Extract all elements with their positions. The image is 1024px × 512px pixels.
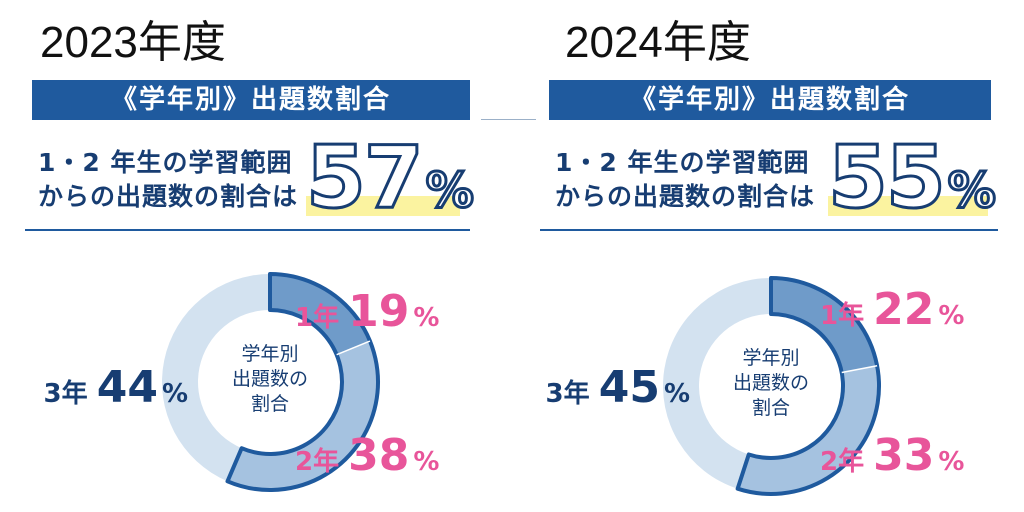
slice-3年 [162, 274, 270, 482]
slice-value: 44 [97, 362, 158, 413]
highlight-bar-2024 [828, 196, 988, 216]
slice-value: 38 [348, 430, 409, 481]
center-label-line: 出題数の [232, 368, 308, 390]
slice-unit: % [413, 447, 439, 477]
slice-1年 [771, 278, 878, 373]
slice-label-2年: 2年 38% [295, 430, 439, 481]
ratio-unit: % [424, 162, 475, 221]
slice-unit: % [162, 379, 188, 409]
center-label-line: 学年別 [241, 343, 298, 365]
highlight-bar-2023 [306, 196, 460, 216]
slice-outline [735, 276, 881, 496]
slice-unit: % [413, 303, 439, 333]
slice-3年 [663, 278, 771, 489]
description-2024: 1・2 年生の学習範囲 からの出題数の割合は [555, 146, 815, 214]
center-label-line: 割合 [251, 393, 289, 415]
ratio-number: 55 [827, 127, 948, 230]
slice-unit: % [664, 379, 690, 409]
description-line1: 1・2 年生の学習範囲 [38, 148, 293, 177]
slice-unit: % [938, 447, 964, 477]
center-label: 学年別出題数の割合 [733, 347, 809, 419]
ratio-value-2023: 57% [305, 127, 476, 230]
slice-separator [336, 340, 371, 356]
slice-value: 45 [599, 362, 660, 413]
slice-category: 1年 [820, 300, 873, 331]
banner-2024: 《学年別》出題数割合 [549, 80, 991, 120]
slice-category: 1年 [295, 302, 348, 333]
slice-value: 22 [873, 284, 934, 335]
slice-label-3年: 3年 44% [44, 362, 188, 413]
banner-2023: 《学年別》出題数割合 [32, 80, 470, 120]
description-line1: 1・2 年生の学習範囲 [555, 148, 810, 177]
slice-label-1年: 1年 22% [820, 284, 964, 335]
slice-unit: % [938, 301, 964, 331]
ratio-unit: % [946, 162, 997, 221]
ratio-value-2024: 55% [827, 127, 998, 230]
center-label-line: 学年別 [742, 347, 799, 369]
description-2023: 1・2 年生の学習範囲 からの出題数の割合は [38, 146, 298, 214]
slice-value: 33 [873, 430, 934, 481]
slice-separator [841, 365, 878, 374]
slice-category: 2年 [295, 446, 348, 477]
slice-label-3年: 3年 45% [546, 362, 690, 413]
year-title-2023: 2023年度 [40, 18, 226, 67]
slice-1年 [270, 274, 370, 355]
ratio-number: 57 [305, 127, 426, 230]
divider-2023 [25, 229, 470, 231]
slice-category: 3年 [546, 378, 599, 409]
slice-outline [225, 272, 380, 492]
slice-category: 2年 [820, 446, 873, 477]
description-line2: からの出題数の割合は [555, 182, 816, 211]
center-label: 学年別出題数の割合 [232, 343, 308, 415]
slice-value: 19 [348, 286, 409, 337]
description-line2: からの出題数の割合は [38, 182, 299, 211]
slice-label-1年: 1年 19% [295, 286, 439, 337]
slice-category: 3年 [44, 378, 97, 409]
center-label-line: 出題数の [733, 372, 809, 394]
slice-2年 [227, 341, 378, 490]
slice-label-2年: 2年 33% [820, 430, 964, 481]
year-title-2024: 2024年度 [565, 18, 751, 67]
center-divider [481, 119, 536, 120]
divider-2024 [540, 229, 998, 231]
center-label-line: 割合 [752, 397, 790, 419]
